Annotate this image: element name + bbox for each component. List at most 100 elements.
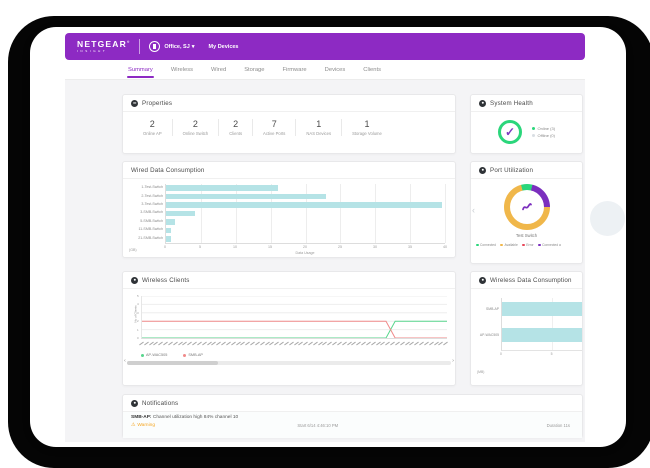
x-tick-mark xyxy=(259,341,265,346)
legend-label: Available xyxy=(504,243,518,247)
wireless-data-panel: Wireless Data Consumption SMB-AP AP-WAC50… xyxy=(470,271,583,386)
stat-label: Online Switch xyxy=(182,130,209,136)
scrollbar-thumb[interactable] xyxy=(127,361,218,365)
tab-storage[interactable]: Storage xyxy=(244,66,265,73)
brand-name: NETGEAR® xyxy=(77,40,130,49)
axis-tick: 30 xyxy=(373,245,377,249)
x-tick-mark xyxy=(168,341,173,346)
notification-message: SMB-AP: Channel utilization high 84% cha… xyxy=(131,415,238,420)
building-glyph xyxy=(153,44,157,49)
wireless-data-header: Wireless Data Consumption xyxy=(471,272,582,289)
notifications-header: Notifications xyxy=(123,395,582,412)
property-stat: 7 Active Ports xyxy=(252,119,295,136)
properties-panel: Properties 2 Online AP 2 Online Switch 2 Clie… xyxy=(122,94,456,154)
bar-label: 1-Test-Switch xyxy=(141,185,163,190)
scroll-right-icon[interactable]: › xyxy=(452,358,454,364)
gridline xyxy=(552,298,553,350)
bar-label: 3-Test-Switch xyxy=(141,202,163,207)
port-utilization-panel: Port Utilization ‹ Test Switch Connected… xyxy=(470,161,583,264)
stat-label: Online AP xyxy=(143,130,162,136)
bar xyxy=(166,202,442,208)
notification-device: SMB-AP: xyxy=(131,415,152,420)
series-smb-ap xyxy=(142,321,447,338)
carousel-next-button[interactable] xyxy=(590,201,625,236)
x-tick-mark xyxy=(395,341,400,346)
wired-x-axis-label: Data Usage xyxy=(295,251,315,255)
notification-row[interactable]: SMB-AP: Channel utilization high 84% cha… xyxy=(123,412,582,438)
tab-wireless[interactable]: Wireless xyxy=(170,66,194,73)
tab-clients[interactable]: Clients xyxy=(363,66,382,73)
port-utilization-header: Port Utilization xyxy=(471,162,582,179)
axis-tick: 40 xyxy=(443,245,447,249)
gridline xyxy=(200,184,202,243)
stat-value: 1 xyxy=(364,119,370,129)
x-tick-mark xyxy=(390,341,395,346)
system-health-body: ✓ Online (3) Offline (0) xyxy=(471,112,582,152)
y-axis-tick: 3 xyxy=(137,310,139,315)
y-axis-tick: 5 xyxy=(137,294,139,298)
wired-unit-label: (GB) xyxy=(129,248,137,252)
axis-tick: 35 xyxy=(408,245,412,249)
wireless-data-title: Wireless Data Consumption xyxy=(490,276,572,284)
carousel-prev-icon[interactable]: ‹ xyxy=(472,205,475,215)
x-tick-mark xyxy=(139,341,144,346)
gridline xyxy=(235,184,237,243)
port-legend-item: Connected xyxy=(476,243,496,247)
wireless-clients-plot: 0 1 2 3 4 5 xyxy=(137,294,447,340)
bar-label: 2-Test-Switch xyxy=(141,193,163,198)
bar-label: 5-SMB-Switch xyxy=(140,218,163,223)
x-tick-mark xyxy=(279,341,284,346)
bar xyxy=(166,227,171,234)
tab-devices[interactable]: Devices xyxy=(324,66,346,73)
chevron-down-icon: ▾ xyxy=(191,43,195,50)
port-donut-chart xyxy=(503,184,550,230)
tab-wired[interactable]: Wired xyxy=(211,66,227,73)
health-legend-item: Offline (0) xyxy=(531,133,555,138)
x-tick-mark xyxy=(428,341,434,346)
stat-label: NAS Devices xyxy=(306,130,332,136)
legend-dot xyxy=(183,353,187,357)
tab-summary[interactable]: Summary xyxy=(127,62,154,78)
netgear-logo: NETGEAR® INSIGHT xyxy=(77,40,130,53)
axis-tick: 15 xyxy=(268,245,272,249)
tab-firmware[interactable]: Firmware xyxy=(282,66,307,73)
axis-tick: 0 xyxy=(500,352,502,356)
notification-text: Channel utilization high 84% channel 10 xyxy=(152,415,239,420)
my-devices-link[interactable]: My Devices xyxy=(208,43,239,50)
severity-label: Warning xyxy=(137,423,155,428)
app-header: NETGEAR® INSIGHT Office, SJ ▾ My Devices xyxy=(65,33,585,60)
location-selector[interactable]: Office, SJ ▾ xyxy=(164,44,194,50)
legend-dot xyxy=(538,243,541,247)
y-axis-tick: 0 xyxy=(137,336,139,340)
stat-label: Clients xyxy=(229,130,243,136)
brand-subtext: INSIGHT xyxy=(77,49,108,53)
wired-data-title: Wired Data Consumption xyxy=(131,166,205,174)
gridline xyxy=(410,184,412,243)
bar xyxy=(166,210,196,217)
x-tick-mark xyxy=(312,341,318,346)
gridline xyxy=(375,184,377,243)
port-legend-item: Available xyxy=(500,243,518,247)
property-stat: 1 Storage Volume xyxy=(341,119,392,136)
x-tick-mark xyxy=(255,341,260,346)
legend-label: AP-WAC505 xyxy=(146,353,168,357)
bar xyxy=(166,235,171,242)
properties-header: Properties xyxy=(123,95,455,112)
brand-text: NETGEAR xyxy=(77,39,127,49)
legend-dot xyxy=(531,133,535,137)
legend-label: Connected a xyxy=(542,243,561,247)
properties-stats: 2 Online AP 2 Online Switch 2 Clients 7 Active … xyxy=(123,112,455,143)
x-tick-mark xyxy=(341,341,347,346)
stat-value: 2 xyxy=(192,119,198,129)
chart-scrollbar[interactable]: ‹ › xyxy=(124,358,454,365)
scroll-left-icon[interactable]: ‹ xyxy=(124,358,126,364)
x-tick-mark xyxy=(250,341,255,346)
wireless-clients-header: Wireless Clients xyxy=(123,272,455,289)
y-axis-tick: 1 xyxy=(137,327,139,332)
bar xyxy=(166,185,278,191)
properties-icon xyxy=(131,99,138,107)
legend-dot xyxy=(500,243,503,247)
gridline xyxy=(270,184,272,243)
